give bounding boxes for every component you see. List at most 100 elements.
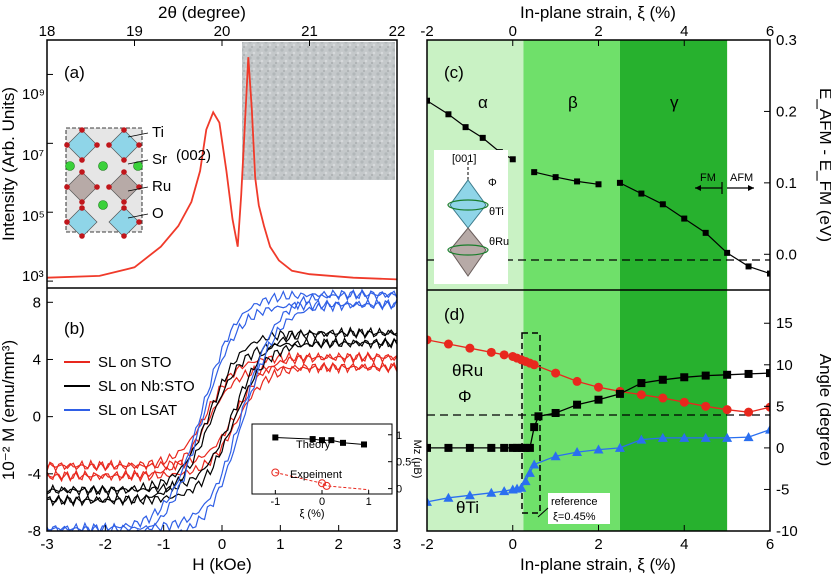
sr-atom (133, 161, 143, 171)
panel-a-top-tick-label: 19 (126, 23, 143, 40)
ru-octahedron (449, 227, 487, 277)
inset-xlabel: ξ (%) (299, 508, 324, 520)
panel-b-ytick-label: -8 (28, 523, 41, 540)
theta-ti-point (464, 490, 475, 500)
panel-b-ytick-label: 8 (33, 294, 41, 311)
inset-theory-point (328, 437, 335, 444)
inset-ylabel: Mz (μB) (411, 440, 423, 479)
theta-ti-point (765, 424, 770, 434)
phi-point (723, 370, 732, 379)
phi-point (525, 443, 534, 452)
phi-point (530, 423, 539, 432)
theta-ru-point (636, 390, 646, 400)
phi-point (513, 443, 522, 452)
zone-gamma-band (619, 40, 728, 531)
panel-b-xtick-label: 3 (393, 536, 401, 553)
o-atom (121, 205, 127, 211)
theta-ti-point (700, 432, 711, 442)
atom-label-sr: Sr (152, 151, 167, 168)
energy-point (574, 178, 581, 185)
phi-point (573, 400, 582, 409)
phi-point (427, 443, 431, 452)
theta-ti-point (443, 492, 454, 502)
panel-d-ylabel: Angle (degree) (816, 354, 831, 466)
reference-pointer (537, 507, 549, 518)
magnetization-inset: Theory Expeiment ξ (%) Mz (μB) -1 0 1 0 0.5 1 (251, 423, 423, 520)
energy-point (681, 215, 688, 222)
zone-gamma-label: γ (670, 93, 679, 112)
phi-point (500, 443, 509, 452)
inset-plot (271, 434, 369, 490)
atom-pointer (127, 213, 149, 219)
phi-struct-label: Φ (488, 177, 497, 189)
panel-a-top-tick-label: 20 (214, 23, 231, 40)
o-atom (79, 127, 85, 133)
theta-ru-point (499, 350, 509, 360)
panel-a-ylabel: Intensity (Arb. Units) (0, 87, 18, 241)
inset-theory-point (309, 436, 316, 443)
phi-point (680, 373, 689, 382)
panel-d-xtick-label: -2 (420, 536, 433, 553)
panel-d-ytick-label: 15 (776, 315, 793, 332)
legend-label-nbsto: SL on Nb:STO (98, 378, 195, 395)
energy-point (659, 201, 666, 208)
o-atom (79, 205, 85, 211)
theta-ti-point (743, 432, 754, 442)
panel-a-ytick-7: 10⁷ (22, 147, 44, 164)
phi-point (534, 412, 543, 421)
inset-xtick-label: 0 (319, 496, 325, 508)
phi-point (701, 371, 710, 380)
theta-ru-point (572, 376, 582, 386)
inset-experiment-point (318, 479, 326, 488)
zone-beta-label: β (568, 93, 578, 112)
hysteresis-branch-black (47, 336, 397, 507)
theta-ti-point (516, 482, 527, 492)
theta-ru-point (679, 397, 689, 407)
phi-point (637, 379, 646, 388)
inset-xtick-label: -1 (270, 496, 280, 508)
panel-b-xtick-label: 2 (334, 536, 342, 553)
energy-segment (534, 171, 599, 185)
panel-a-top-tick-label: 22 (389, 23, 406, 40)
panel-b-xtick-label: -2 (99, 536, 112, 553)
panel-b-ytick-label: 4 (33, 351, 41, 368)
panel-a-top-tick-label: 21 (301, 23, 318, 40)
panel-d-ticks: -2 0 2 4 6-10 -5 0 5 10 15 (420, 315, 797, 553)
atom-label-ti: Ti (152, 124, 164, 141)
sr-atom (65, 161, 75, 171)
theta-ti-point (679, 432, 690, 442)
phi-point (594, 395, 603, 404)
panel-a-ytick-3: 10³ (22, 268, 44, 285)
o-atom (121, 169, 127, 175)
panel-b-xlabel: H (kOe) (192, 555, 252, 574)
octahedra-inset: [001] Φ θTi θRu (434, 150, 509, 284)
o-atom (136, 142, 142, 148)
zone-alpha-label: α (478, 93, 488, 112)
panel-d-ytick-label: 5 (776, 398, 784, 415)
inset-ytick-label: 1 (396, 430, 402, 442)
xrd-curve (47, 57, 397, 281)
theta-ru-point (658, 393, 668, 403)
ti-rotation-ring (447, 199, 489, 211)
inset-theory-point (319, 437, 325, 444)
zone-alpha-band (427, 40, 524, 531)
inset-theory-point (361, 441, 367, 448)
energy-point (745, 263, 752, 270)
legend-label-sto: SL on STO (98, 354, 171, 371)
inset-theory-label: Theory (296, 439, 331, 451)
atom-pointer (127, 132, 149, 138)
phi-point (615, 389, 624, 398)
energy-point (638, 190, 645, 197)
panel-a-ytick-5: 10⁵ (22, 208, 45, 225)
theta-ru-point (551, 368, 561, 378)
panel-c-top-tick-label: -2 (420, 23, 433, 40)
theta-ti-point (636, 434, 647, 444)
panel-d-ytick-label: 10 (776, 357, 793, 374)
panel-c-top-tick-label: 4 (680, 23, 688, 40)
panel-b-ticks: -3 -2 -1 0 1 2 3 -8 -4 0 4 8 (28, 294, 402, 553)
panel-b-label: (b) (64, 319, 85, 338)
inset-theory-point (272, 434, 279, 441)
panel-d-xtick-label: 0 (509, 536, 517, 553)
panel-b-xtick-label: 1 (276, 536, 284, 553)
o-atom (79, 233, 85, 239)
